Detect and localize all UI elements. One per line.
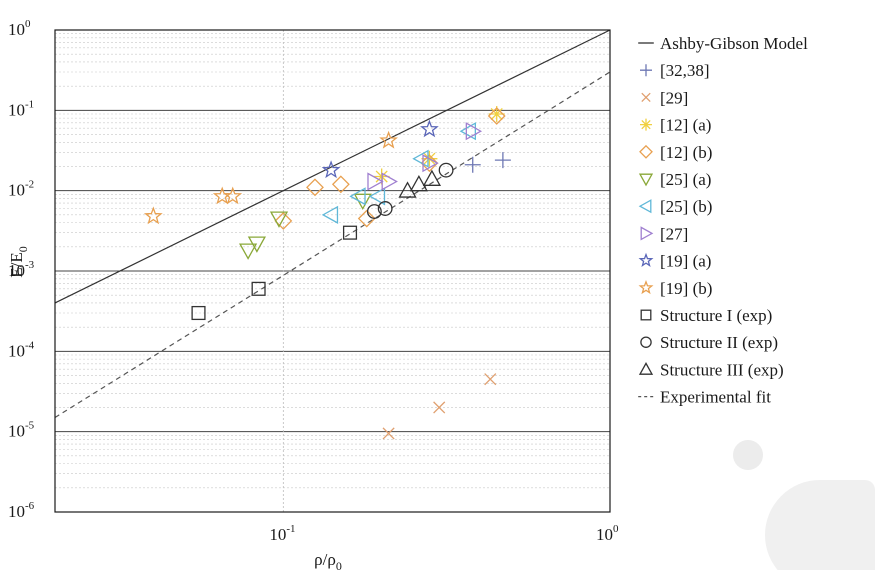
x-tick-label: 10-1 [269,523,295,544]
legend-marker-32-38 [640,64,652,77]
legend-label-ashby-gibson-model: Ashby-Gibson Model [660,34,808,53]
watermark-graphic [615,440,875,570]
legend-label-structure-iii-exp: Structure III (exp) [660,360,784,379]
legend-label-27: [27] [660,224,688,243]
data-point-structure-iii-exp [398,181,417,198]
legend-label-structure-ii-exp: Structure II (exp) [660,333,778,352]
legend-marker-25-b [638,199,652,214]
data-point-25-b [349,187,366,206]
plot-frame [54,29,611,513]
data-point-12-b [357,209,376,228]
legend-label-29: [29] [660,88,688,107]
y-tick-label: 10-3 [8,259,35,280]
data-point-structure-i-exp [342,225,358,240]
data-point-25-b [368,187,386,206]
x-tick-label: 100 [596,523,619,544]
data-point-29 [382,427,395,440]
data-point-32-38 [464,156,481,173]
watermark-shape [765,480,875,570]
data-point-25-b [321,205,339,224]
legend-marker-19-a [638,252,654,267]
data-point-structure-ii-exp [377,201,393,216]
data-point-12-b [306,178,324,197]
data-point-structure-iii-exp [422,169,442,186]
legend-label-25-a: [25] (a) [660,170,711,189]
data-point-19-a [420,119,439,138]
data-point-19-b [143,206,163,225]
legend-marker-27 [640,226,654,241]
data-point-25-a [238,243,258,260]
data-point-12-b [274,212,293,230]
legend-marker-structure-i-exp [640,309,652,321]
axis-labels: ρ/ρ0 E/E0 [7,246,342,573]
legend: Ashby-Gibson Model [32,38] [29] [12] (a) [12… [638,34,808,407]
data-point-19-b [379,130,398,149]
legend-label-25-b: [25] (b) [660,197,712,216]
data-point-25-b [459,122,476,141]
watermark-dot [733,440,763,470]
data-point-25-b [412,149,429,168]
data-point-structure-i-exp [191,305,206,321]
data-point-29 [433,401,446,414]
experimental-fit-line [54,71,611,419]
grid-lines [55,30,610,512]
legend-label-12-a: [12] (a) [660,116,711,135]
y-tick-label: 10-1 [8,98,34,119]
data-point-25-a [353,193,372,211]
legend-marker-structure-ii-exp [640,336,652,348]
legend-label-12-b: [12] (b) [660,143,712,162]
legend-label-19-b: [19] (b) [660,279,712,298]
legend-marker-12-a [640,118,652,131]
data-point-12-b [487,107,506,125]
data-point-29 [484,373,497,386]
data-point-12-b [331,175,350,194]
data-point-structure-ii-exp [438,162,454,178]
data-point-19-a [321,160,341,179]
legend-label-19-a: [19] (a) [660,252,711,271]
x-axis-label: ρ/ρ0 [314,550,342,573]
y-tick-label: 10-2 [8,179,34,200]
legend-label-experimental-fit: Experimental fit [660,388,771,407]
data-point-27 [381,172,398,191]
data-point-32-38 [494,152,511,169]
y-tick-label: 10-6 [8,500,35,521]
data-point-structure-i-exp [251,281,266,296]
tick-labels: 100 10-1 10-2 10-3 10-4 10-5 10-6 10-1 100 [8,18,619,544]
legend-marker-25-a [638,173,654,187]
y-tick-label: 10-4 [8,339,35,360]
legend-marker-29 [641,92,651,103]
legend-label-32-38: [32,38] [660,61,710,80]
legend-marker-structure-iii-exp [638,362,654,375]
data-point-25-a [269,211,289,228]
data-point-27 [465,122,483,141]
data-point-structure-iii-exp [409,174,428,192]
data-point-structure-ii-exp [366,204,382,219]
legend-marker-12-b [639,144,653,159]
data-point-12-a [488,106,505,123]
y-axis-label: E/E0 [7,246,30,278]
data-point-12-b [420,154,439,173]
legend-label-structure-i-exp: Structure I (exp) [660,306,772,325]
data-point-25-a [247,236,267,253]
legend-marker-19-b [638,279,654,295]
data-point-27 [422,154,439,173]
data-point-27 [367,172,384,191]
data-point-19-b [223,186,243,205]
data-points [143,106,511,440]
y-tick-label: 10-5 [8,420,35,441]
y-tick-label: 100 [8,18,31,39]
